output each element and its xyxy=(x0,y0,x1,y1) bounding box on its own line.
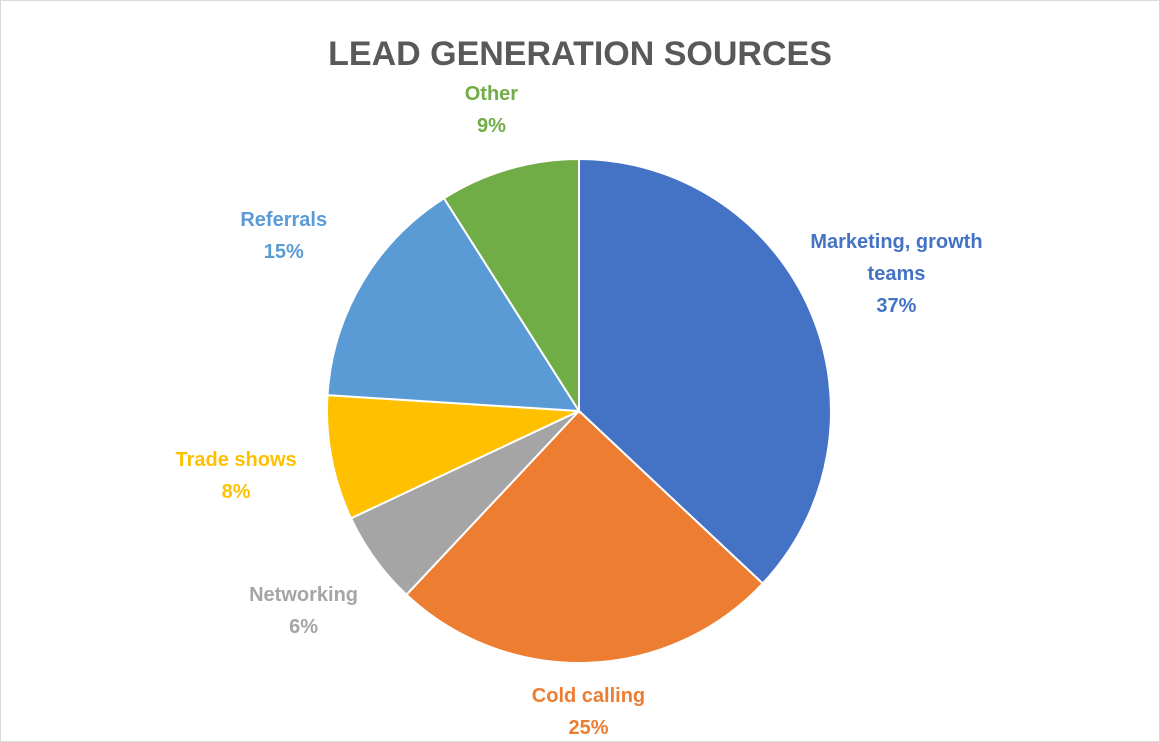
value-label: 6% xyxy=(289,616,319,639)
pie-slice xyxy=(442,157,580,415)
value-label: 25% xyxy=(568,717,609,740)
value-label: 8% xyxy=(221,481,251,504)
category-label: Referrals xyxy=(240,209,328,232)
pie-slice xyxy=(326,394,580,520)
category-label: Trade shows xyxy=(175,449,297,472)
pie-slice xyxy=(326,196,581,413)
chart-title: LEAD GENERATION SOURCES xyxy=(328,35,832,73)
data-label: Networking 6% xyxy=(189,579,419,643)
data-label: Other 9% xyxy=(376,78,606,142)
category-label: Cold calling xyxy=(531,685,646,708)
value-label: 37% xyxy=(876,294,917,317)
data-label: Cold calling 25% xyxy=(473,680,703,741)
data-label: Trade shows 8% xyxy=(121,444,351,508)
value-label: 9% xyxy=(476,114,506,137)
category-label: Marketing, growth teams xyxy=(810,230,983,285)
value-label: 15% xyxy=(263,241,304,264)
pie-slice xyxy=(405,409,765,664)
pie-slice xyxy=(578,157,832,585)
data-label: Marketing, growth teams 37% xyxy=(781,226,1011,322)
data-label: Referrals 15% xyxy=(169,204,399,268)
category-label: Networking xyxy=(249,584,359,607)
category-label: Other xyxy=(464,82,519,105)
